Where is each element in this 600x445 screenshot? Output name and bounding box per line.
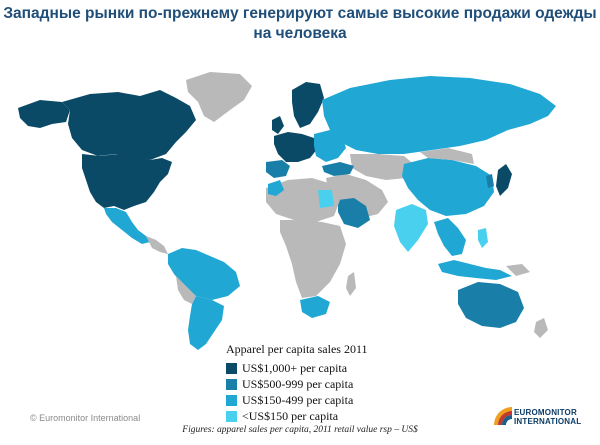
- region-mexico: [104, 208, 150, 244]
- region-usa: [82, 154, 172, 210]
- legend-label: US$150-499 per capita: [242, 392, 354, 407]
- region-papua: [506, 264, 530, 276]
- legend-label: US$500-999 per capita: [242, 376, 354, 391]
- region-mongolia: [420, 148, 474, 164]
- region-south-america-south: [188, 296, 224, 350]
- footnote: Figures: apparel sales per capita, 2011 …: [182, 425, 418, 435]
- legend-swatch: [226, 394, 237, 406]
- region-scandinavia: [292, 82, 324, 128]
- logo-fan-icon: [494, 407, 512, 425]
- region-china: [402, 158, 494, 216]
- region-indonesia: [438, 260, 512, 280]
- copyright-notice: © Euromonitor International: [30, 413, 141, 423]
- region-saudi-arabia: [338, 198, 370, 228]
- legend-item-under-150: <US$150 per capita: [226, 408, 436, 424]
- region-australia: [458, 282, 524, 328]
- region-morocco: [268, 180, 284, 196]
- region-north-africa: [266, 178, 340, 222]
- legend-label: US$1,000+ per capita: [242, 360, 348, 375]
- region-india: [394, 204, 428, 252]
- legend-item-1000-plus: US$1,000+ per capita: [226, 360, 436, 376]
- world-map: [18, 72, 556, 350]
- legend-swatch: [226, 362, 237, 374]
- region-greenland: [186, 72, 252, 122]
- region-madagascar: [346, 272, 356, 296]
- region-middle-east: [326, 174, 388, 218]
- region-iberia: [266, 160, 290, 178]
- region-south-africa: [300, 296, 330, 318]
- region-japan: [496, 164, 512, 196]
- region-kazakhstan: [350, 154, 416, 180]
- legend-title: Apparel per capita sales 2011: [226, 342, 368, 356]
- region-turkey: [322, 162, 354, 176]
- legend-item-500-999: US$500-999 per capita: [226, 376, 436, 392]
- legend-swatch: [226, 378, 237, 390]
- region-peru-bolivia: [176, 276, 196, 304]
- legend-swatch: [226, 410, 237, 422]
- legend-label: <US$150 per capita: [242, 408, 339, 423]
- region-korea: [486, 174, 494, 188]
- region-western-europe: [274, 132, 318, 162]
- region-central-africa: [280, 220, 346, 298]
- region-philippines: [478, 228, 488, 248]
- region-alaska: [18, 100, 70, 128]
- region-russia: [322, 76, 556, 154]
- region-uk: [272, 116, 284, 134]
- logo-wordmark: EUROMONITOR INTERNATIONAL: [514, 408, 582, 426]
- legend-item-150-499: US$150-499 per capita: [226, 392, 436, 408]
- region-egypt: [318, 190, 334, 208]
- map-legend: Apparel per capita sales 2011 US$1,000+ …: [226, 342, 436, 424]
- region-southeast-asia: [434, 218, 466, 256]
- region-canada: [62, 90, 196, 160]
- region-new-zealand: [534, 318, 548, 338]
- euromonitor-logo: EUROMONITOR INTERNATIONAL: [492, 405, 584, 431]
- region-south-america-north: [168, 248, 240, 300]
- page-title: Западные рынки по-прежнему генерируют са…: [3, 5, 597, 42]
- region-central-america: [146, 236, 168, 254]
